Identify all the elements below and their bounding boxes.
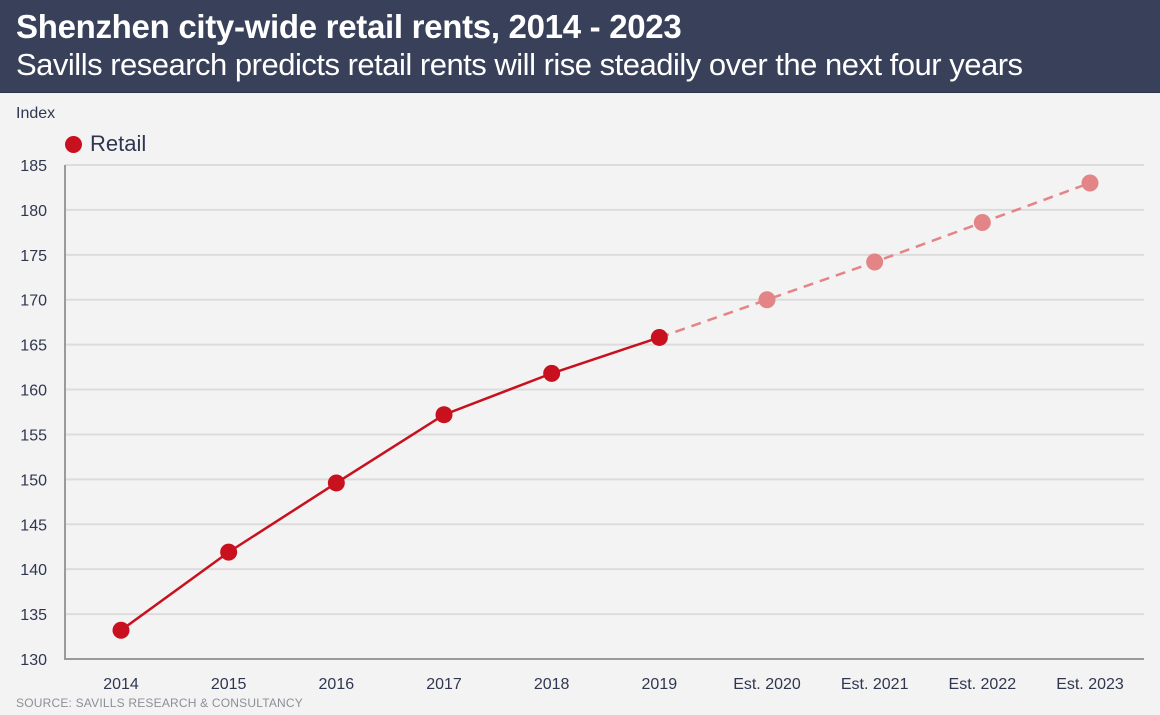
source-note: SOURCE: SAVILLS RESEARCH & CONSULTANCY <box>16 696 303 710</box>
forecast-data-point <box>866 253 884 271</box>
x-tick-label: 2018 <box>534 676 570 693</box>
y-tick-label: 140 <box>20 562 47 579</box>
x-tick-label: Est. 2022 <box>949 676 1017 693</box>
x-tick-label: Est. 2021 <box>841 676 909 693</box>
legend: Retail <box>65 131 146 157</box>
y-tick-label: 175 <box>20 248 47 265</box>
chart-subtitle: Savills research predicts retail rents w… <box>16 47 1023 82</box>
x-tick-label: 2015 <box>211 676 247 693</box>
header-banner: Shenzhen city-wide retail rents, 2014 - … <box>0 0 1160 93</box>
y-tick-label: 145 <box>20 517 47 534</box>
forecast-data-point <box>758 291 776 309</box>
y-tick-label: 170 <box>20 293 47 310</box>
x-tick-label: Est. 2023 <box>1056 676 1124 693</box>
y-tick-label: 160 <box>20 383 47 400</box>
forecast-data-point <box>973 213 991 231</box>
legend-label-retail: Retail <box>90 131 147 156</box>
y-tick-label: 180 <box>20 203 47 220</box>
y-tick-label: 185 <box>20 158 47 175</box>
data-point <box>220 543 238 561</box>
actual-line <box>120 336 660 632</box>
data-point <box>435 406 453 424</box>
y-tick-label: 130 <box>20 652 47 669</box>
data-point <box>650 328 668 346</box>
x-tick-label: 2016 <box>319 676 355 693</box>
forecast-data-point <box>1081 174 1099 192</box>
y-tick-label: 150 <box>20 472 47 489</box>
y-tick-label: 135 <box>20 607 47 624</box>
y-tick-label: 165 <box>20 338 47 355</box>
data-point <box>112 621 130 639</box>
x-tick-label: 2017 <box>426 676 462 693</box>
y-axis-label: Index <box>16 105 56 122</box>
data-point <box>327 474 345 492</box>
x-tick-label: 2014 <box>103 676 139 693</box>
legend-marker-retail <box>65 135 82 153</box>
data-point <box>543 364 561 382</box>
y-tick-label: 155 <box>20 427 47 444</box>
x-tick-label: Est. 2020 <box>733 676 801 693</box>
x-tick-label: 2019 <box>642 676 678 693</box>
chart-title: Shenzhen city-wide retail rents, 2014 - … <box>16 8 682 45</box>
